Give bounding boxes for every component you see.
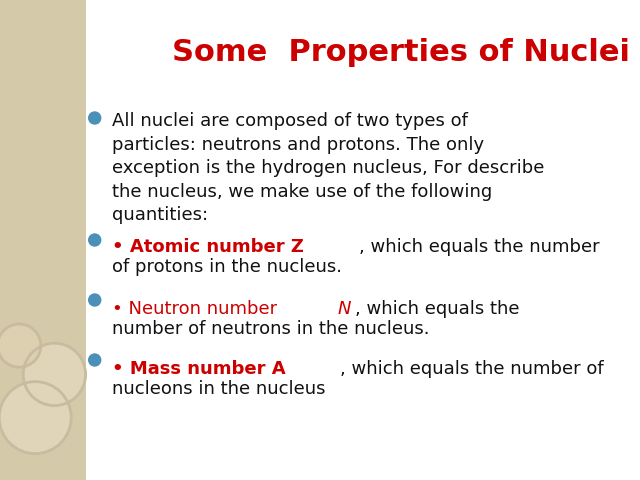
Circle shape	[89, 294, 100, 306]
Text: N: N	[338, 300, 351, 318]
Text: All nuclei are composed of two types of
particles: neutrons and protons. The onl: All nuclei are composed of two types of …	[112, 112, 545, 224]
Text: of protons in the nucleus.: of protons in the nucleus.	[112, 258, 342, 276]
Text: nucleons in the nucleus: nucleons in the nucleus	[112, 380, 326, 398]
Text: , which equals the number of: , which equals the number of	[340, 360, 604, 378]
Circle shape	[89, 112, 100, 124]
Text: , which equals the number: , which equals the number	[358, 238, 599, 256]
Text: • Mass number A: • Mass number A	[112, 360, 285, 378]
Text: , which equals the: , which equals the	[355, 300, 520, 318]
Text: • Neutron number: • Neutron number	[112, 300, 283, 318]
Circle shape	[0, 324, 41, 367]
Circle shape	[89, 234, 100, 246]
Text: number of neutrons in the nucleus.: number of neutrons in the nucleus.	[112, 320, 429, 338]
Text: • Atomic number Z: • Atomic number Z	[112, 238, 304, 256]
Text: Some  Properties of Nuclei: Some Properties of Nuclei	[172, 38, 630, 67]
Circle shape	[23, 343, 86, 406]
Circle shape	[89, 354, 100, 366]
Circle shape	[0, 382, 71, 454]
FancyBboxPatch shape	[0, 0, 86, 480]
